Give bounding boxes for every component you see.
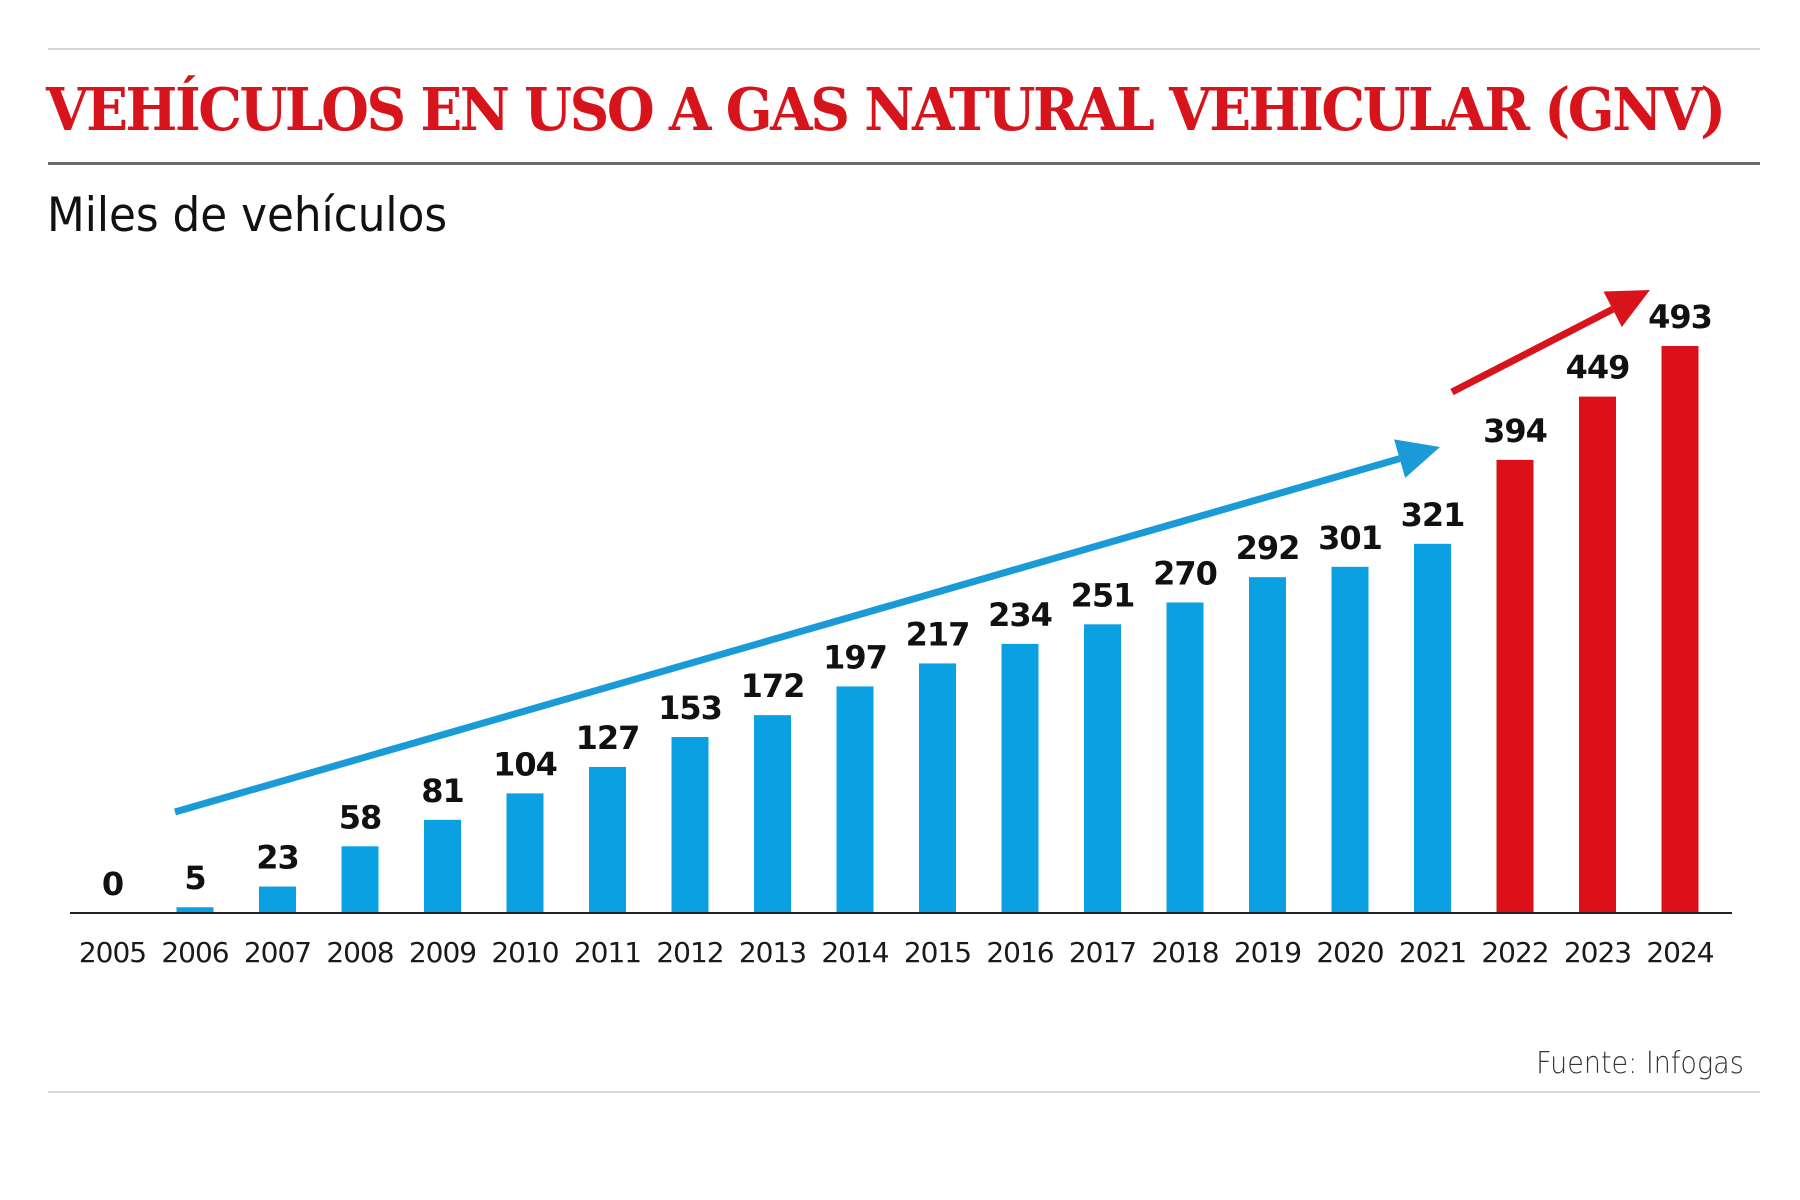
x-tick-label-2019: 2019 (1234, 936, 1301, 969)
value-label-2018: 270 (1153, 554, 1217, 592)
bar-2018 (1166, 602, 1204, 913)
value-label-2014: 197 (823, 638, 887, 676)
x-tick-labels-group: 2005 2006 2007 2008 2009 2010 2011 2012 2013 2014… (79, 936, 1715, 969)
bar-2022 (1496, 459, 1534, 913)
trend-arrows-group (174, 290, 1650, 816)
value-label-2020: 301 (1318, 519, 1382, 557)
bar-2015 (919, 663, 956, 913)
x-tick-label-2011: 2011 (574, 936, 641, 969)
bar-2012 (671, 737, 709, 913)
bar-2021 (1414, 543, 1451, 913)
red-trend-arrow-head (1603, 290, 1650, 328)
x-tick-label-2018: 2018 (1151, 936, 1218, 969)
bar-2009 (424, 819, 461, 913)
bar-2020 (1331, 566, 1369, 913)
value-label-2013: 172 (741, 667, 805, 705)
chart-title: VEHÍCULOS EN USO A GAS NATURAL VEHICULAR… (46, 75, 1726, 144)
value-label-2016: 234 (988, 596, 1052, 634)
bar-2010 (506, 793, 544, 913)
value-label-2021: 321 (1401, 496, 1465, 534)
x-tick-label-2006: 2006 (161, 936, 228, 969)
x-tick-label-2013: 2013 (739, 936, 806, 969)
bar-2023 (1579, 396, 1616, 913)
value-label-2012: 153 (658, 689, 722, 727)
x-tick-label-2008: 2008 (326, 936, 393, 969)
bar-2019 (1249, 577, 1286, 913)
bar-2016 (1001, 643, 1039, 913)
x-tick-label-2007: 2007 (244, 936, 311, 969)
x-tick-label-2022: 2022 (1481, 936, 1548, 969)
bar-2024 (1661, 346, 1699, 913)
value-label-2007: 23 (256, 839, 299, 877)
value-label-2011: 127 (576, 719, 640, 757)
bottom-rule (48, 1091, 1760, 1093)
value-labels-group: 0 5 23 58 81 104 127 153 172 197 217 234 251 270 292 30… (102, 298, 1713, 903)
bar-2013 (754, 715, 791, 913)
red-trend-arrow-shaft (1450, 306, 1615, 396)
bar-2017 (1084, 624, 1121, 913)
value-label-2019: 292 (1236, 529, 1300, 567)
value-label-2023: 449 (1566, 349, 1630, 387)
source-note: Fuente: Infogas (1536, 1046, 1744, 1081)
blue-trend-arrow-head (1394, 439, 1440, 478)
value-label-2009: 81 (421, 772, 464, 810)
bar-2008 (341, 846, 379, 913)
bar-2006 (176, 907, 214, 913)
bar-2007 (259, 886, 296, 913)
value-label-2022: 394 (1483, 412, 1547, 450)
title-divider (48, 162, 1760, 165)
x-tick-label-2009: 2009 (409, 936, 476, 969)
value-label-2015: 217 (906, 615, 970, 653)
x-tick-label-2010: 2010 (491, 936, 558, 969)
x-tick-label-2021: 2021 (1399, 936, 1466, 969)
top-rule (48, 48, 1760, 50)
bars-group (176, 346, 1699, 913)
chart-subtitle: Miles de vehículos (47, 188, 448, 243)
x-tick-label-2017: 2017 (1069, 936, 1136, 969)
bar-2014 (836, 686, 874, 913)
blue-trend-arrow-shaft (174, 455, 1401, 816)
value-label-2008: 58 (339, 798, 382, 836)
bar-2011 (589, 766, 626, 913)
value-label-2005: 0 (102, 865, 123, 903)
value-label-2024: 493 (1648, 298, 1712, 336)
value-label-2010: 104 (493, 745, 557, 783)
x-tick-label-2024: 2024 (1646, 936, 1713, 969)
x-tick-label-2014: 2014 (821, 936, 888, 969)
value-label-2017: 251 (1071, 576, 1135, 614)
x-tick-label-2012: 2012 (656, 936, 723, 969)
x-tick-label-2015: 2015 (904, 936, 971, 969)
x-tick-label-2020: 2020 (1316, 936, 1383, 969)
blue-trend-arrow (174, 439, 1440, 816)
x-tick-label-2016: 2016 (986, 936, 1053, 969)
x-tick-label-2023: 2023 (1564, 936, 1631, 969)
x-tick-label-2005: 2005 (79, 936, 146, 969)
value-label-2006: 5 (184, 859, 205, 897)
red-trend-arrow (1450, 290, 1650, 396)
